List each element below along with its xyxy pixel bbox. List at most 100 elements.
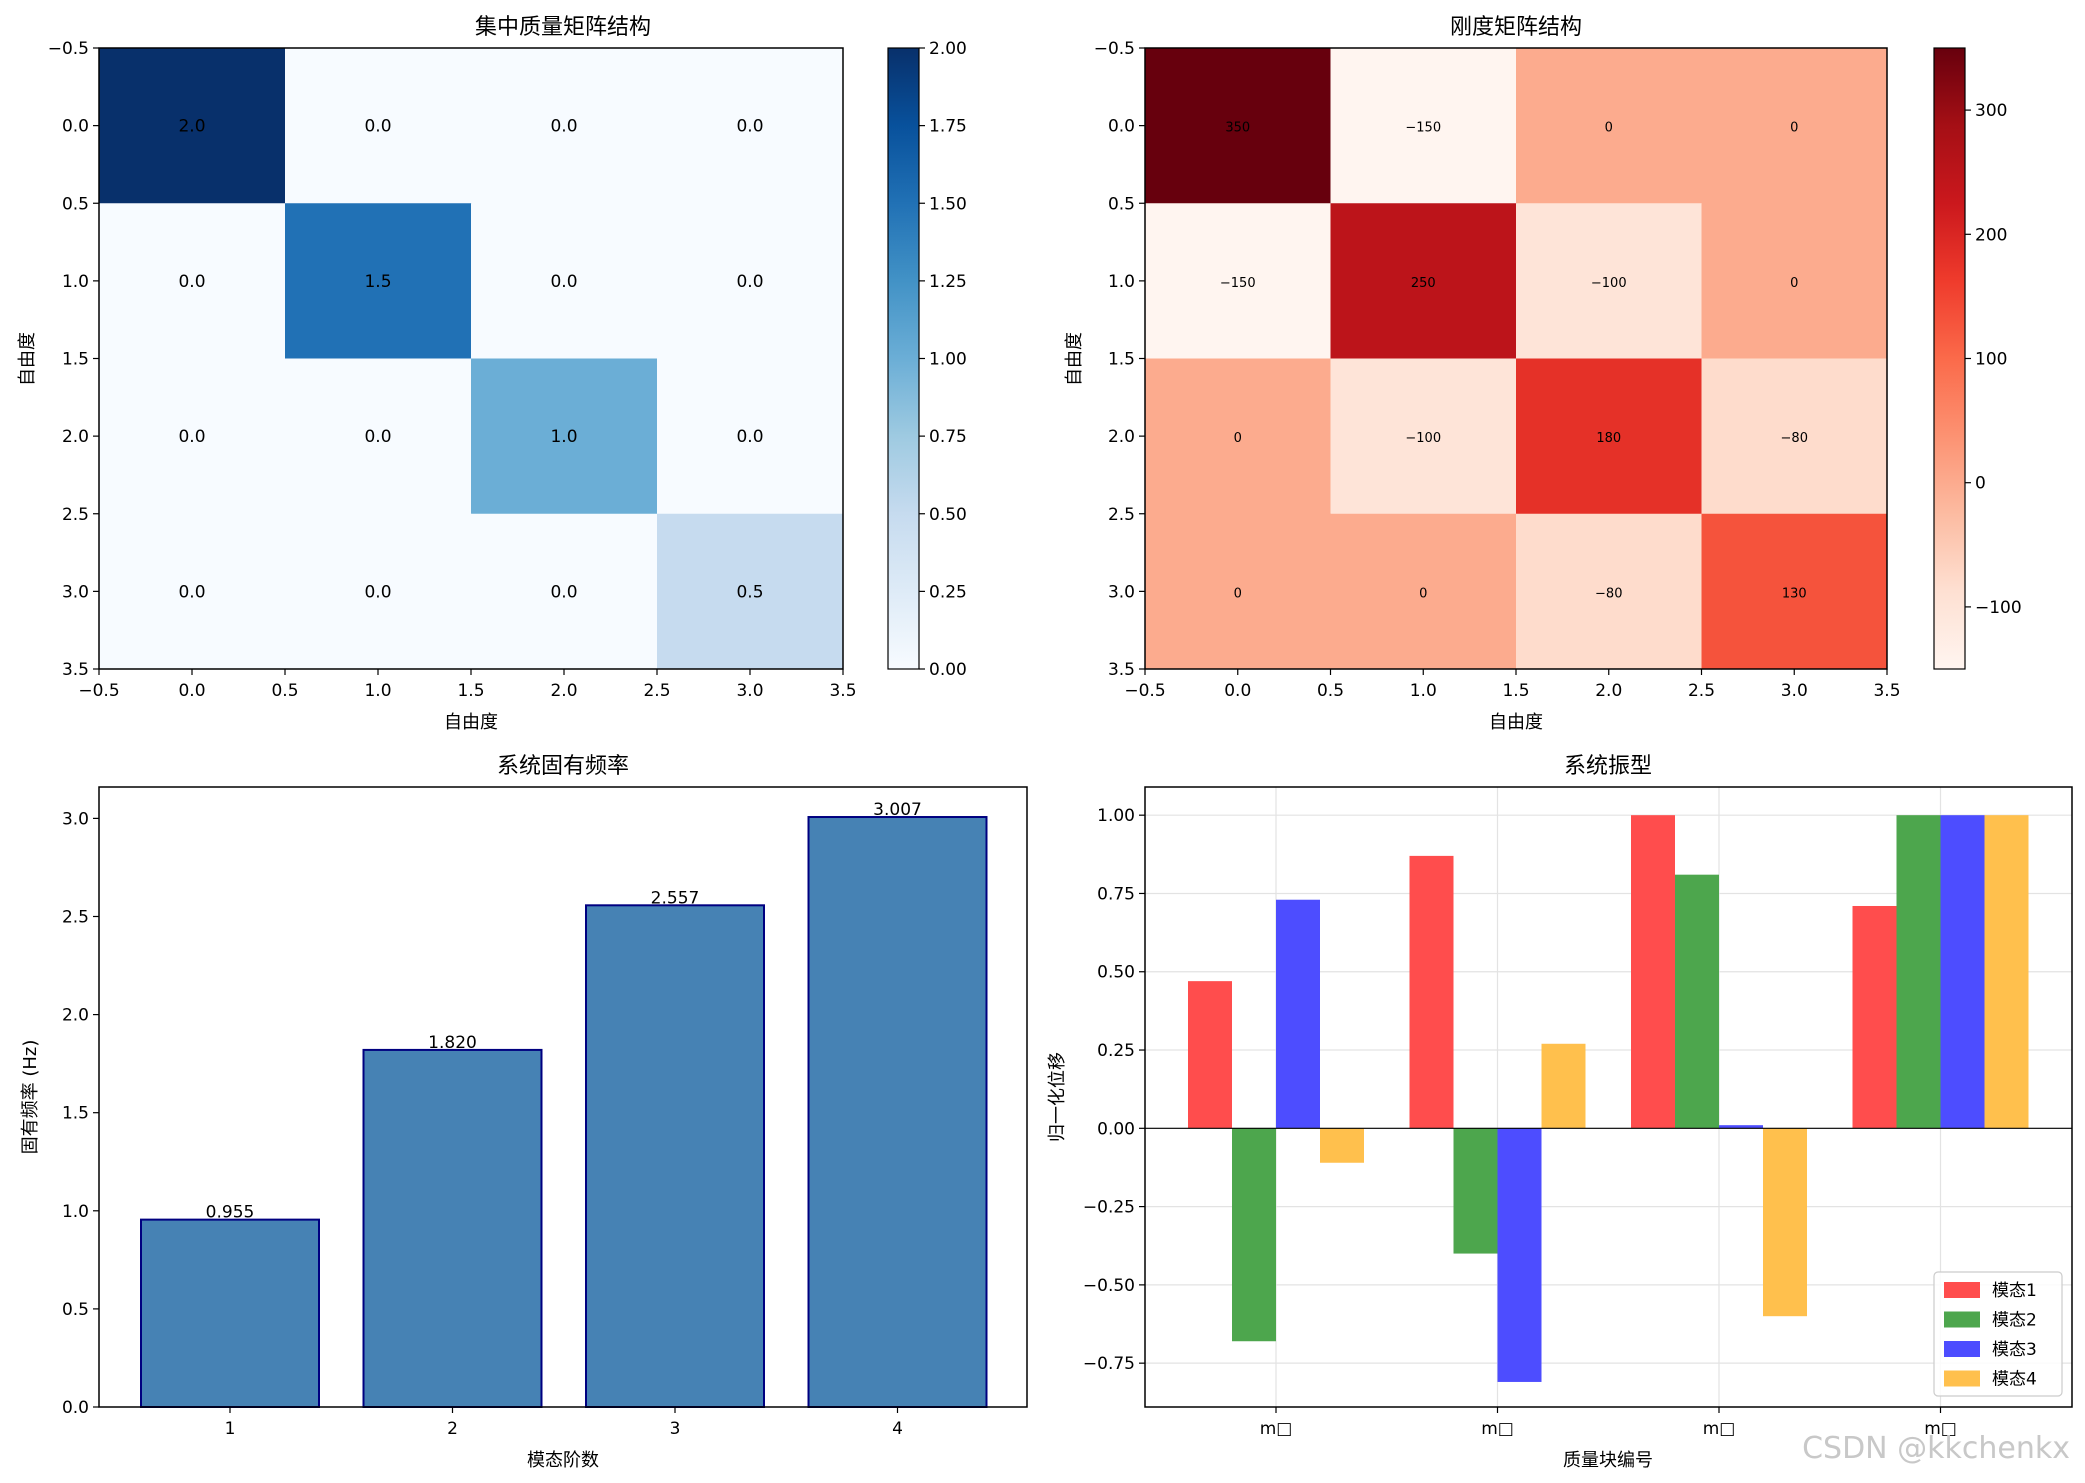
natural-frequency-frame — [98, 786, 1028, 1408]
x-tick-label: 3.0 — [1781, 681, 1808, 701]
y-tick-label: −0.25 — [1083, 1198, 1135, 1218]
colorbar-tick-label: −100 — [1975, 598, 2022, 618]
x-tick-label: 3.5 — [829, 681, 856, 701]
colorbar-tick-label: 0.75 — [929, 427, 967, 447]
frequency-bar-value: 3.007 — [873, 800, 922, 820]
heatmap-cell — [99, 358, 286, 515]
colorbar-tick-label: 200 — [1975, 225, 2007, 245]
heatmap-cell-label: 0.0 — [364, 582, 391, 602]
y-tick-label: 1.00 — [1097, 806, 1135, 826]
heatmap-cell — [657, 358, 844, 515]
heatmap-cell-label: 0.0 — [178, 272, 205, 292]
mode-shape-bar — [1763, 1128, 1807, 1317]
heatmap-cell — [471, 203, 658, 359]
y-tick-label: 0.5 — [62, 194, 89, 214]
heatmap-cell-label: 0.0 — [178, 427, 205, 447]
legend-swatch — [1944, 1341, 1980, 1357]
stiffness-matrix-xlabel: 自由度 — [1489, 712, 1543, 733]
mode-shape-bar — [1453, 1128, 1498, 1254]
y-tick-label: 0.50 — [1097, 963, 1135, 983]
mass-matrix-cells: 2.0 0.0 0.0 0.0 0.0 1.5 0.0 0.0 0.0 0.0 1.0 0.0 0.0 0… — [99, 48, 844, 670]
y-tick-label: 3.0 — [1108, 582, 1135, 602]
y-tick-label: 1.0 — [62, 272, 89, 292]
heatmap-cell-label: 0.0 — [364, 117, 391, 137]
stiffness-matrix-colorbar — [1933, 47, 1966, 670]
heatmap-cell-label: −150 — [1220, 276, 1256, 291]
mode-shape-ylabel: 归一化位移 — [1047, 1052, 1068, 1142]
heatmap-cell-label: −100 — [1405, 431, 1441, 446]
heatmap-cell-label: 0 — [1234, 431, 1242, 446]
colorbar-tick-label: 100 — [1975, 350, 2007, 370]
frequency-bar-value: 2.557 — [651, 888, 700, 908]
mode-shape-title: 系统振型 — [1564, 754, 1652, 779]
y-tick-label: 1.0 — [1108, 272, 1135, 292]
heatmap-cell-label: −100 — [1591, 276, 1627, 291]
mode-shape-panel: 系统振型 −0.75 −0.50 −0.25 0.00 0.25 0.50 0.75 1.00… — [1047, 754, 2073, 1471]
x-tick-label: 0.5 — [1317, 681, 1344, 701]
mode-shape-bar — [1984, 815, 2029, 1129]
legend-label: 模态1 — [1992, 1281, 2037, 1301]
x-tick-label: 4 — [892, 1419, 903, 1439]
mass-matrix-panel: 集中质量矩阵结构 2.0 0.0 0.0 0.0 0.0 1.5 0.0 0.0 0.0 0.0 1… — [17, 15, 967, 733]
heatmap-cell-label: 180 — [1596, 431, 1621, 446]
mode-shape-bar — [1409, 855, 1454, 1129]
x-tick-label: 2.5 — [643, 681, 670, 701]
heatmap-cell-label: 1.0 — [550, 427, 577, 447]
mode-shape-bar — [1631, 815, 1675, 1129]
stiffness-matrix-ticks: −0.5 −0.5 0.0 0.0 0.5 0.5 1.0 1.0 1.5 1.5 2.0 2.0 2.… — [1094, 39, 1901, 701]
heatmap-cell-label: 130 — [1782, 586, 1807, 601]
heatmap-cell — [99, 203, 286, 359]
y-tick-label: −0.50 — [1083, 1276, 1135, 1296]
heatmap-cell-label: 0.5 — [736, 582, 763, 602]
heatmap-cell-label: −80 — [1781, 431, 1808, 446]
watermark: CSDN @kkchenkx — [1802, 1431, 2070, 1466]
colorbar-tick-label: 300 — [1975, 101, 2007, 121]
y-tick-label: 3.0 — [62, 582, 89, 602]
heatmap-cell — [1516, 203, 1702, 359]
heatmap-cell — [99, 48, 286, 204]
y-tick-label: 0.0 — [1108, 117, 1135, 137]
x-tick-label: 1.0 — [364, 681, 391, 701]
heatmap-cell-label: 1.5 — [364, 272, 391, 292]
heatmap-cell — [1516, 358, 1702, 515]
heatmap-cell — [657, 48, 844, 204]
x-tick-label: m□ — [1260, 1419, 1293, 1439]
frequency-bar — [140, 1218, 320, 1408]
y-tick-label: 3.5 — [1108, 660, 1135, 680]
heatmap-cell-label: 0.0 — [736, 427, 763, 447]
x-tick-label: 3.0 — [736, 681, 763, 701]
mode-shape-bar — [1497, 1128, 1542, 1382]
colorbar-tick-label: 1.00 — [929, 350, 967, 370]
colorbar-tick-label: 0.50 — [929, 505, 967, 525]
y-tick-label: 0.5 — [62, 1300, 89, 1320]
natural-frequency-title: 系统固有频率 — [497, 754, 629, 779]
frequency-bar-value: 0.955 — [206, 1203, 255, 1223]
heatmap-cell-label: 0.0 — [550, 582, 577, 602]
mode-shape-bars — [1145, 815, 2072, 1382]
colorbar-tick-label: 1.50 — [929, 194, 967, 214]
mode-shape-frame — [1144, 786, 2073, 1408]
y-tick-label: −0.5 — [1094, 39, 1135, 59]
x-tick-label: m□ — [1703, 1419, 1736, 1439]
frequency-bar — [585, 904, 765, 1408]
stiffness-matrix-cells: 350 −150 0 0 −150 250 −100 0 0 −100 180 −80 0 0 −80 130 — [1145, 48, 1888, 670]
mode-shape-ticks: −0.75 −0.50 −0.25 0.00 0.25 0.50 0.75 1.00 m□ m□ m… — [1083, 806, 1957, 1439]
heatmap-cell-label: −150 — [1405, 121, 1441, 136]
natural-frequency-xlabel: 模态阶数 — [527, 1450, 599, 1471]
stiffness-matrix-ylabel: 自由度 — [1064, 332, 1085, 386]
y-tick-label: 2.0 — [62, 427, 89, 447]
legend-box — [1933, 1271, 2063, 1397]
mode-shape-bar — [1188, 981, 1232, 1129]
heatmap-cell — [1145, 358, 1331, 515]
heatmap-cell-label: 350 — [1225, 121, 1250, 136]
x-tick-label: 0.5 — [271, 681, 298, 701]
heatmap-cell-label: 0 — [1419, 586, 1427, 601]
heatmap-cell-label: 250 — [1411, 276, 1436, 291]
colorbar-tick-label: 1.25 — [929, 272, 967, 292]
heatmap-cell-label: −80 — [1595, 586, 1622, 601]
natural-frequency-bars: 0.955 1.820 2.557 3.007 — [140, 800, 988, 1408]
y-tick-label: 2.0 — [62, 1006, 89, 1026]
heatmap-cell-label: 0.0 — [736, 117, 763, 137]
heatmap-cell-label: 2.0 — [178, 117, 205, 137]
